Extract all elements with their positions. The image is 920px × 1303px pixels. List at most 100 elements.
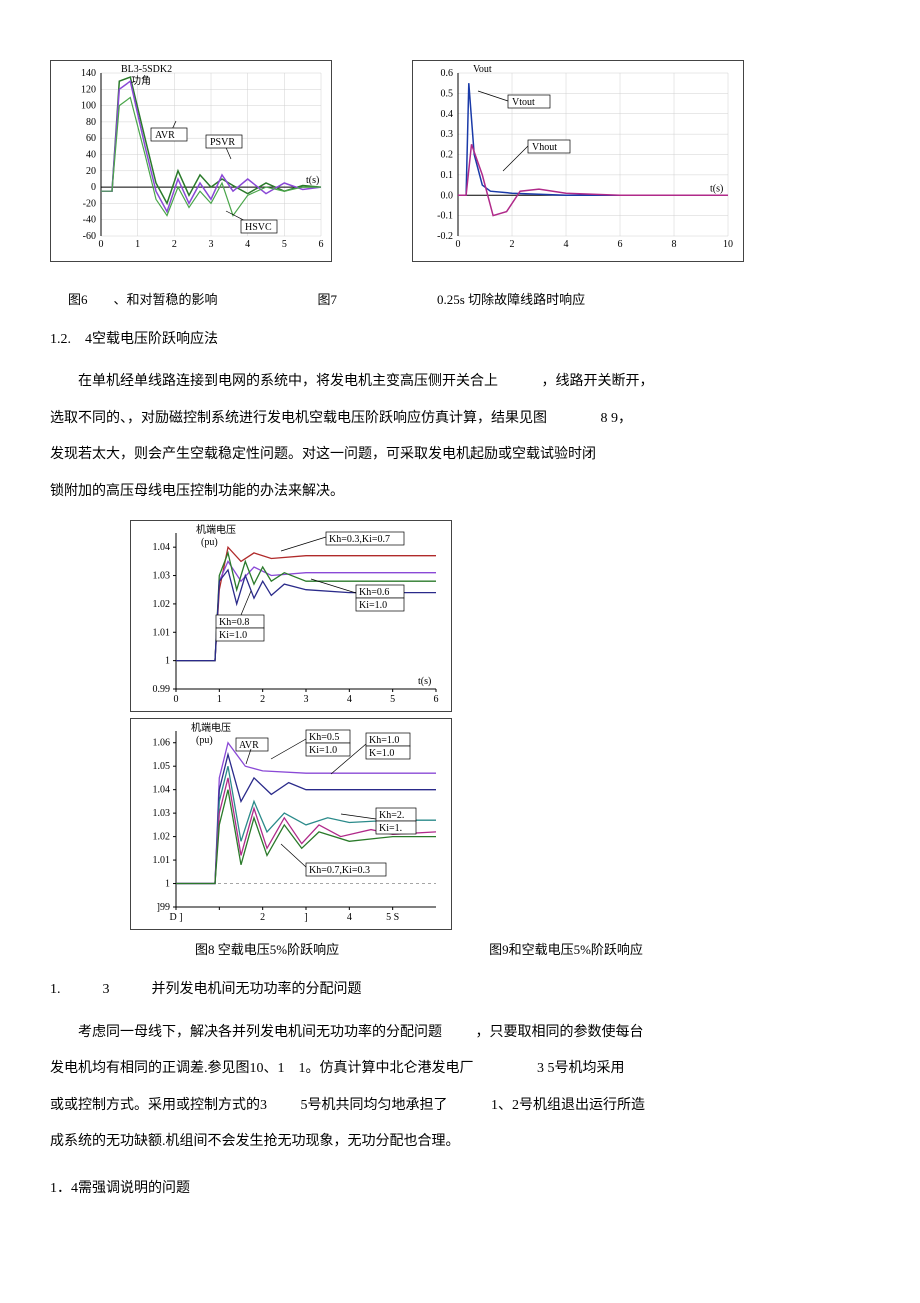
- svg-text:40: 40: [86, 150, 96, 161]
- svg-text:4: 4: [347, 912, 352, 923]
- svg-text:0: 0: [456, 239, 461, 250]
- svg-text:4: 4: [564, 239, 569, 250]
- svg-text:60: 60: [86, 133, 96, 144]
- svg-text:-0.2: -0.2: [437, 231, 453, 242]
- svg-text:BL3-5SDK2: BL3-5SDK2: [121, 64, 172, 75]
- svg-text:1.06: 1.06: [153, 738, 171, 749]
- svg-text:1.05: 1.05: [153, 761, 171, 772]
- svg-text:2: 2: [510, 239, 515, 250]
- svg-text:1: 1: [165, 656, 170, 667]
- p6b: 3 5号机均采用: [537, 1061, 625, 1076]
- p6a: 发电机均有相同的正调差.参见图10、1 1。仿真计算中北仑港发电厂: [50, 1061, 474, 1076]
- svg-text:HSVC: HSVC: [245, 222, 272, 233]
- svg-text:-60: -60: [83, 231, 96, 242]
- figure-9: ]9911.011.021.031.041.051.06D ]2]45 S机端电…: [130, 718, 452, 930]
- para-6: 发电机均有相同的正调差.参见图10、1 1。仿真计算中北仑港发电厂 3 5号机均…: [50, 1051, 870, 1087]
- para-5: 考虑同一母线下，解决各并列发电机间无功功率的分配问题 ，只要取相同的参数使每台: [50, 1015, 870, 1051]
- svg-text:机端电压: 机端电压: [196, 523, 236, 536]
- heading-1-2-4: 1.2. 4空载电压阶跃响应法: [50, 323, 870, 357]
- svg-text:(pu): (pu): [201, 537, 218, 548]
- svg-text:1.02: 1.02: [153, 832, 171, 843]
- svg-text:0.4: 0.4: [441, 109, 454, 120]
- svg-text:Kh=0.3,Ki=0.7: Kh=0.3,Ki=0.7: [329, 534, 390, 545]
- heading-1-4: 1．4需强调说明的问题: [50, 1172, 870, 1206]
- svg-text:4: 4: [347, 694, 352, 705]
- svg-text:0: 0: [174, 694, 179, 705]
- svg-text:0.2: 0.2: [441, 150, 454, 161]
- svg-text:140: 140: [81, 68, 96, 79]
- p1a: 在单机经单线路连接到电网的系统中，将发电机主变高压侧开关合上: [78, 374, 498, 389]
- svg-text:Ki=1.0: Ki=1.0: [309, 745, 337, 756]
- svg-text:1.02: 1.02: [153, 599, 171, 610]
- svg-text:机端电压: 机端电压: [191, 721, 231, 734]
- svg-text:t(s): t(s): [418, 676, 431, 687]
- caption-row-2: 图8 空载电压5%阶跃响应 图9和空载电压5%阶跃响应: [50, 934, 870, 965]
- fig8-caption: 图8 空载电压5%阶跃响应: [195, 934, 339, 965]
- svg-text:-40: -40: [83, 215, 96, 226]
- svg-text:Kh=0.8: Kh=0.8: [219, 617, 249, 628]
- svg-text:-0.1: -0.1: [437, 211, 453, 222]
- p1b: ，线路开关断开，: [542, 374, 654, 389]
- svg-text:10: 10: [723, 239, 733, 250]
- svg-text:1.01: 1.01: [153, 855, 171, 866]
- svg-text:1: 1: [135, 239, 140, 250]
- fig6-caption: 图6 、和对暂稳的影响: [68, 284, 218, 315]
- p7a: 或或控制方式。采用或控制方式的3: [50, 1098, 267, 1113]
- svg-text:0.1: 0.1: [441, 170, 454, 181]
- para-3: 发现若太大，则会产生空载稳定性问题。对这一问题，可采取发电机起励或空载试验时闭: [50, 437, 870, 473]
- caption-row-1: 图6 、和对暂稳的影响 图7 0.25s 切除故障线路时响应: [50, 284, 870, 315]
- svg-text:0: 0: [99, 239, 104, 250]
- svg-text:Kh=0.5: Kh=0.5: [309, 732, 339, 743]
- svg-text:Kh=0.6: Kh=0.6: [359, 587, 389, 598]
- para-7: 或或控制方式。采用或控制方式的3 5号机共同均匀地承担了 1、2号机组退出运行所…: [50, 1088, 870, 1124]
- svg-text:D ]: D ]: [169, 912, 182, 923]
- svg-text:8: 8: [672, 239, 677, 250]
- svg-text:1: 1: [217, 694, 222, 705]
- svg-text:]: ]: [304, 912, 307, 923]
- svg-text:AVR: AVR: [239, 740, 259, 751]
- svg-text:4: 4: [245, 239, 250, 250]
- svg-text:0.3: 0.3: [441, 129, 454, 140]
- svg-text:1.04: 1.04: [153, 542, 171, 553]
- p7c: 1、2号机组退出运行所造: [491, 1098, 645, 1113]
- svg-text:5 S: 5 S: [386, 912, 399, 923]
- svg-text:1.04: 1.04: [153, 785, 171, 796]
- svg-text:80: 80: [86, 117, 96, 128]
- svg-text:1.01: 1.01: [153, 627, 171, 638]
- svg-text:5: 5: [390, 694, 395, 705]
- stacked-charts: 0.9911.011.021.031.040123456机端电压(pu)t(s)…: [130, 520, 870, 930]
- figure-8: 0.9911.011.021.031.040123456机端电压(pu)t(s)…: [130, 520, 452, 712]
- svg-text:]99: ]99: [157, 902, 170, 913]
- svg-text:功角: 功角: [131, 75, 151, 87]
- p7b: 5号机共同均匀地承担了: [301, 1098, 448, 1113]
- svg-text:6: 6: [434, 694, 439, 705]
- svg-text:-20: -20: [83, 198, 96, 209]
- para-1: 在单机经单线路连接到电网的系统中，将发电机主变高压侧开关合上 ，线路开关断开，: [50, 364, 870, 400]
- svg-text:2: 2: [260, 694, 265, 705]
- svg-text:0.6: 0.6: [441, 68, 454, 79]
- fig7-caption-label: 图7: [318, 284, 338, 315]
- svg-text:Ki=1.0: Ki=1.0: [219, 630, 247, 641]
- para-8: 成系统的无功缺额.机组间不会发生抢无功现象，无功分配也合理。: [50, 1124, 870, 1160]
- svg-text:1: 1: [165, 878, 170, 889]
- svg-text:100: 100: [81, 101, 96, 112]
- svg-text:PSVR: PSVR: [210, 137, 235, 148]
- svg-text:(pu): (pu): [196, 735, 213, 746]
- svg-text:2: 2: [172, 239, 177, 250]
- svg-text:K=1.0: K=1.0: [369, 748, 394, 759]
- top-charts-row: -60-40-200204060801001201400123456BL3-5S…: [50, 60, 870, 276]
- svg-text:120: 120: [81, 84, 96, 95]
- p5a: 考虑同一母线下，解决各并列发电机间无功功率的分配问题: [78, 1025, 442, 1040]
- p2b: 8 9，: [601, 411, 633, 426]
- svg-text:Vtout: Vtout: [512, 97, 535, 108]
- svg-text:20: 20: [86, 166, 96, 177]
- svg-text:0: 0: [91, 182, 96, 193]
- figure-7: -0.2-0.10.00.10.20.30.40.50.60246810Vout…: [412, 60, 744, 276]
- p5b: ，只要取相同的参数使每台: [476, 1025, 644, 1040]
- para-4: 锁附加的高压母线电压控制功能的办法来解决。: [50, 474, 870, 510]
- svg-text:5: 5: [282, 239, 287, 250]
- svg-text:Vout: Vout: [473, 64, 492, 75]
- svg-text:t(s): t(s): [306, 175, 319, 186]
- para-2: 选取不同的、，对励磁控制系统进行发电机空载电压阶跃响应仿真计算，结果见图 8 9…: [50, 401, 870, 437]
- svg-text:1.03: 1.03: [153, 808, 171, 819]
